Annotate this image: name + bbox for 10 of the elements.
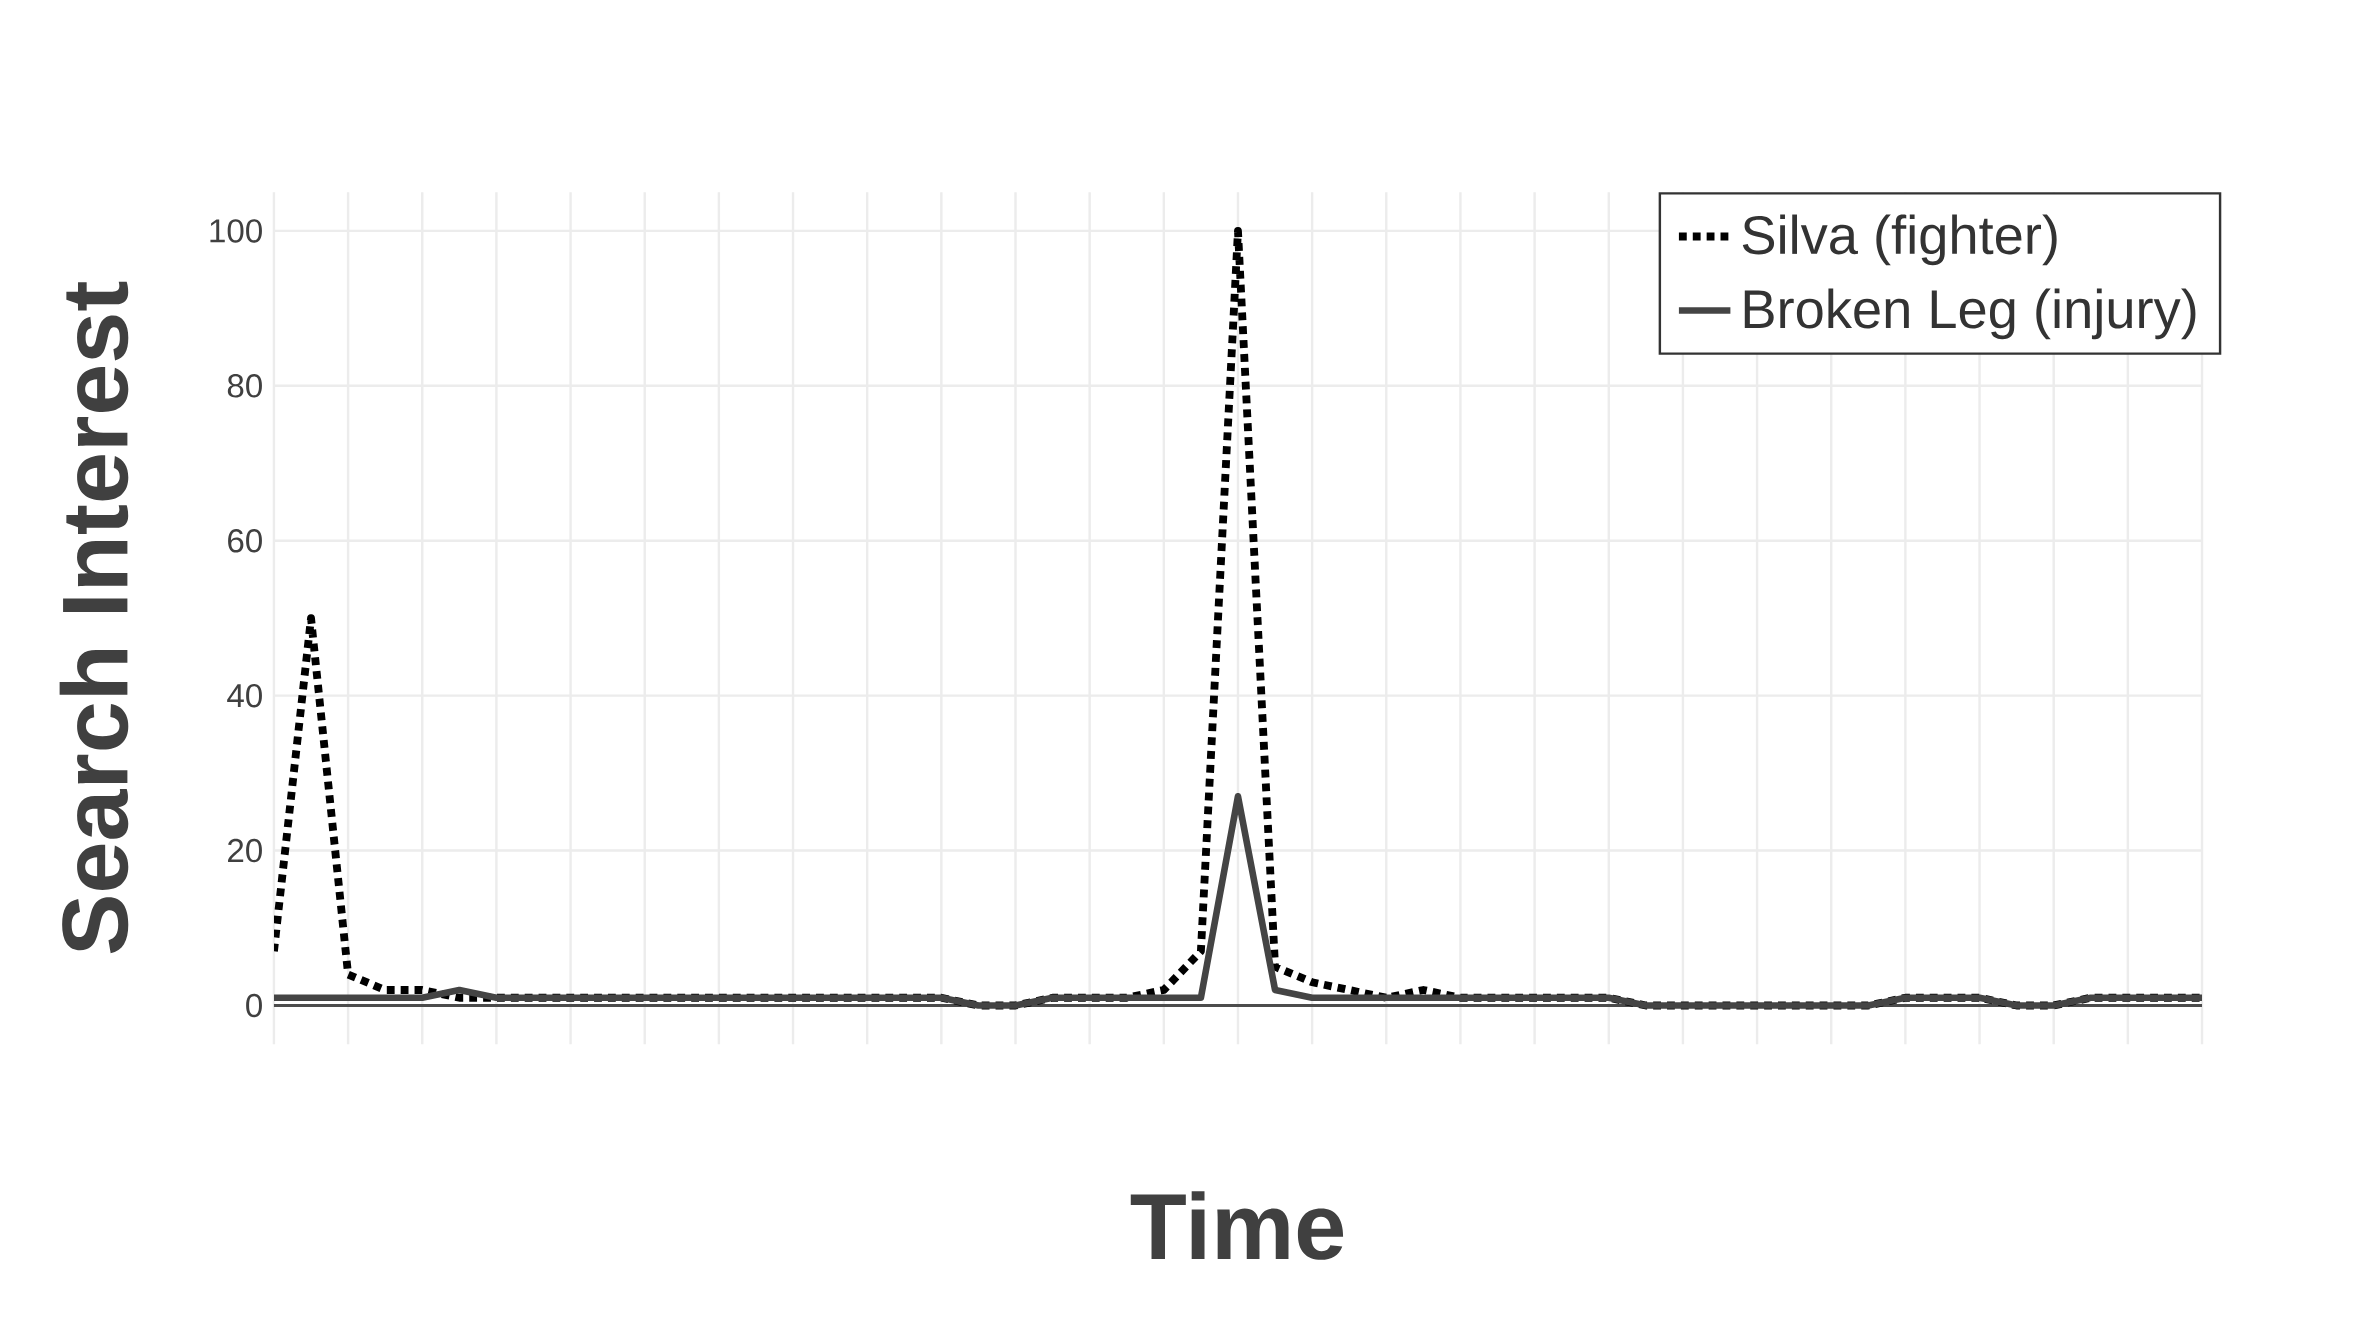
y-tick-label: 40	[227, 684, 262, 708]
x-axis-title: Time	[1130, 1191, 1344, 1261]
y-tick-label: 80	[227, 374, 262, 398]
y-tick-label: 20	[228, 839, 262, 863]
legend-label: Silva (fighter)	[1742, 214, 2057, 266]
y-tick-label: 0	[246, 993, 262, 1018]
legend-label: Broken Leg (injury)	[1744, 288, 2196, 340]
y-tick-label: 100	[210, 219, 262, 243]
y-axis-title: Search Interest	[59, 281, 129, 954]
y-tick-label: 60	[228, 529, 262, 553]
